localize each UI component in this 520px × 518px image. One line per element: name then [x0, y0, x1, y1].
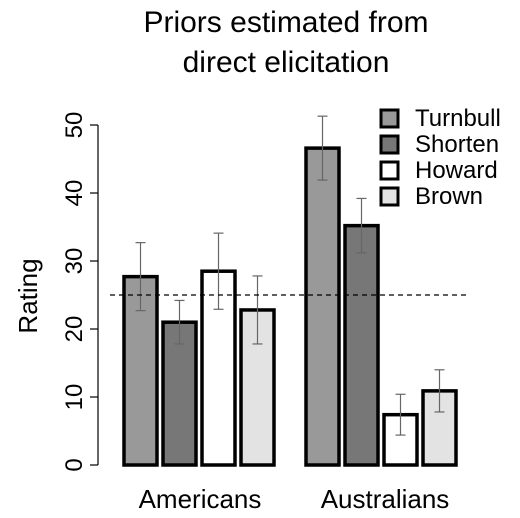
legend-swatch-turnbull: [379, 108, 400, 129]
error-bars: [135, 115, 445, 436]
y-axis-label: Rating: [13, 258, 43, 333]
legend-label-brown: Brown: [415, 183, 483, 210]
y-axis: 0 10 20 30 40 50: [61, 112, 99, 472]
chart-title-line-2: direct elicitation: [183, 46, 390, 79]
legend-label-shorten: Shorten: [415, 131, 499, 158]
chart-title-line-1: Priors estimated from: [143, 6, 428, 39]
bar-turnbull-australians: [304, 146, 341, 467]
y-tick-label: 40: [61, 180, 88, 207]
legend-swatch-brown: [379, 186, 400, 207]
y-tick-label: 30: [61, 248, 88, 275]
legend-label-howard: Howard: [415, 157, 498, 184]
x-category-label: Americans: [139, 484, 262, 514]
x-category-label: Australians: [321, 484, 450, 514]
y-tick-label: 20: [61, 316, 88, 343]
x-axis-labels: Americans Australians: [139, 484, 450, 514]
bar-shorten-australians: [343, 223, 380, 467]
legend-swatch-shorten: [379, 134, 400, 155]
bars: [122, 146, 458, 467]
y-tick-label: 50: [61, 112, 88, 139]
y-tick-label: 0: [61, 458, 88, 471]
legend-label-turnbull: Turnbull: [415, 105, 501, 132]
legend-swatch-howard: [379, 160, 400, 181]
bar-shorten-americans: [161, 320, 198, 467]
y-tick-label: 10: [61, 384, 88, 411]
